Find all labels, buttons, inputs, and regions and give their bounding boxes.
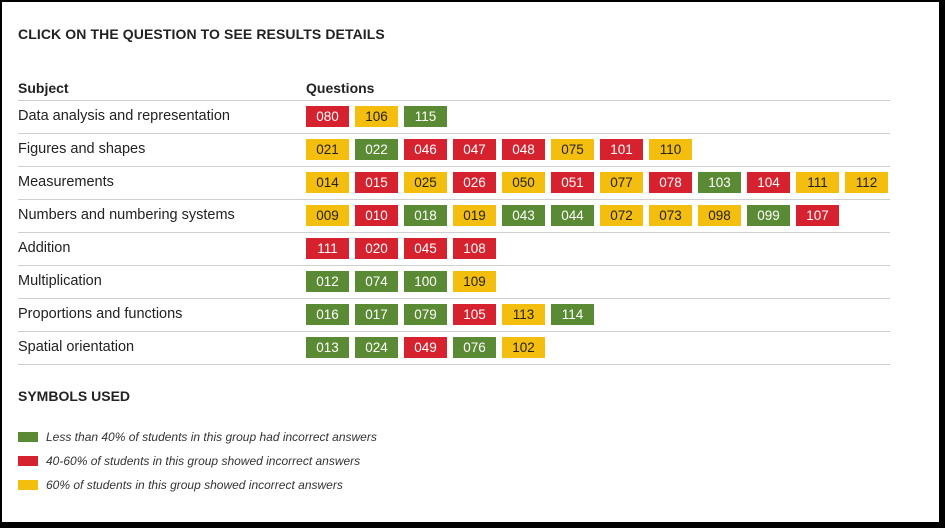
question-badge[interactable]: 106 (355, 106, 398, 127)
question-badge[interactable]: 077 (600, 172, 643, 193)
question-badge[interactable]: 072 (600, 205, 643, 226)
question-badge[interactable]: 051 (551, 172, 594, 193)
question-badge[interactable]: 020 (355, 238, 398, 259)
table-row: Multiplication 012 074 100 109 (18, 266, 890, 299)
question-badge[interactable]: 013 (306, 337, 349, 358)
subject-label: Addition (18, 240, 71, 256)
legend-swatch (18, 480, 38, 490)
question-badge[interactable]: 073 (649, 205, 692, 226)
subject-label: Numbers and numbering systems (18, 207, 235, 223)
question-badge[interactable]: 101 (600, 139, 643, 160)
question-badge[interactable]: 079 (404, 304, 447, 325)
questions-column-header: Questions (306, 80, 375, 96)
question-badge[interactable]: 104 (747, 172, 790, 193)
table-header: Subject Questions (18, 78, 890, 101)
question-badge[interactable]: 025 (404, 172, 447, 193)
question-badge[interactable]: 045 (404, 238, 447, 259)
subject-label: Measurements (18, 174, 114, 190)
question-list: 009 010 018 019 043 044 072 073 098 099 107 (306, 205, 839, 226)
question-badge[interactable]: 009 (306, 205, 349, 226)
question-badge[interactable]: 114 (551, 304, 594, 325)
question-badge[interactable]: 049 (404, 337, 447, 358)
question-badge[interactable]: 075 (551, 139, 594, 160)
question-badge[interactable]: 015 (355, 172, 398, 193)
question-badge[interactable]: 019 (453, 205, 496, 226)
question-list: 016 017 079 105 113 114 (306, 304, 594, 325)
table-body: Data analysis and representation 080 106 11… (18, 101, 890, 365)
question-badge[interactable]: 043 (502, 205, 545, 226)
question-badge[interactable]: 024 (355, 337, 398, 358)
subject-label: Data analysis and representation (18, 108, 230, 124)
question-badge[interactable]: 022 (355, 139, 398, 160)
table-row: Proportions and functions 016 017 079 105 113… (18, 299, 890, 332)
legend-item-red: 40-60% of students in this group showed … (18, 449, 377, 473)
subject-label: Spatial orientation (18, 339, 135, 355)
question-list: 111 020 045 108 (306, 238, 496, 259)
question-badge[interactable]: 026 (453, 172, 496, 193)
question-badge[interactable]: 115 (404, 106, 447, 127)
question-badge[interactable]: 078 (649, 172, 692, 193)
question-badge[interactable]: 109 (453, 271, 496, 292)
subject-label: Figures and shapes (18, 141, 146, 157)
table-row: Spatial orientation 013 024 049 076 102 (18, 332, 890, 365)
legend-swatch (18, 432, 38, 442)
question-badge[interactable]: 046 (404, 139, 447, 160)
question-badge[interactable]: 108 (453, 238, 496, 259)
legend-swatch (18, 456, 38, 466)
question-badge[interactable]: 107 (796, 205, 839, 226)
symbols-title: SYMBOLS USED (18, 388, 131, 404)
question-badge[interactable]: 099 (747, 205, 790, 226)
question-badge[interactable]: 018 (404, 205, 447, 226)
question-list: 021 022 046 047 048 075 101 110 (306, 139, 692, 160)
question-badge[interactable]: 100 (404, 271, 447, 292)
question-badge[interactable]: 021 (306, 139, 349, 160)
table-row: Numbers and numbering systems 009 010 018 01… (18, 200, 890, 233)
question-badge[interactable]: 017 (355, 304, 398, 325)
question-badge[interactable]: 113 (502, 304, 545, 325)
subject-label: Multiplication (18, 273, 102, 289)
question-badge[interactable]: 044 (551, 205, 594, 226)
question-badge[interactable]: 111 (796, 172, 839, 193)
question-badge[interactable]: 110 (649, 139, 692, 160)
question-badge[interactable]: 105 (453, 304, 496, 325)
question-badge[interactable]: 014 (306, 172, 349, 193)
symbols-legend: Less than 40% of students in this group … (18, 425, 377, 497)
question-badge[interactable]: 012 (306, 271, 349, 292)
legend-item-green: Less than 40% of students in this group … (18, 425, 377, 449)
legend-text: 40-60% of students in this group showed … (46, 454, 361, 468)
question-list: 013 024 049 076 102 (306, 337, 545, 358)
question-badge[interactable]: 048 (502, 139, 545, 160)
question-badge[interactable]: 103 (698, 172, 741, 193)
question-list: 014 015 025 026 050 051 077 078 103 104 111 112 (306, 172, 888, 193)
results-table: Subject Questions Data analysis and repr… (18, 78, 890, 365)
table-row: Figures and shapes 021 022 046 047 048 075 101 1… (18, 134, 890, 167)
table-row: Data analysis and representation 080 106 11… (18, 101, 890, 134)
question-badge[interactable]: 111 (306, 238, 349, 259)
question-list: 012 074 100 109 (306, 271, 496, 292)
question-badge[interactable]: 098 (698, 205, 741, 226)
question-list: 080 106 115 (306, 106, 447, 127)
question-badge[interactable]: 050 (502, 172, 545, 193)
page-title: CLICK ON THE QUESTION TO SEE RESULTS DET… (18, 26, 385, 42)
legend-text: Less than 40% of students in this group … (46, 430, 377, 444)
subject-column-header: Subject (18, 80, 69, 96)
question-badge[interactable]: 112 (845, 172, 888, 193)
subject-label: Proportions and functions (18, 306, 183, 322)
table-row: Measurements 014 015 025 026 050 051 077 078 103 1… (18, 167, 890, 200)
question-badge[interactable]: 102 (502, 337, 545, 358)
question-badge[interactable]: 016 (306, 304, 349, 325)
question-badge[interactable]: 010 (355, 205, 398, 226)
legend-item-yellow: 60% of students in this group showed inc… (18, 473, 377, 497)
question-badge[interactable]: 047 (453, 139, 496, 160)
question-badge[interactable]: 074 (355, 271, 398, 292)
table-row: Addition 111 020 045 108 (18, 233, 890, 266)
question-badge[interactable]: 080 (306, 106, 349, 127)
legend-text: 60% of students in this group showed inc… (46, 478, 343, 492)
question-badge[interactable]: 076 (453, 337, 496, 358)
